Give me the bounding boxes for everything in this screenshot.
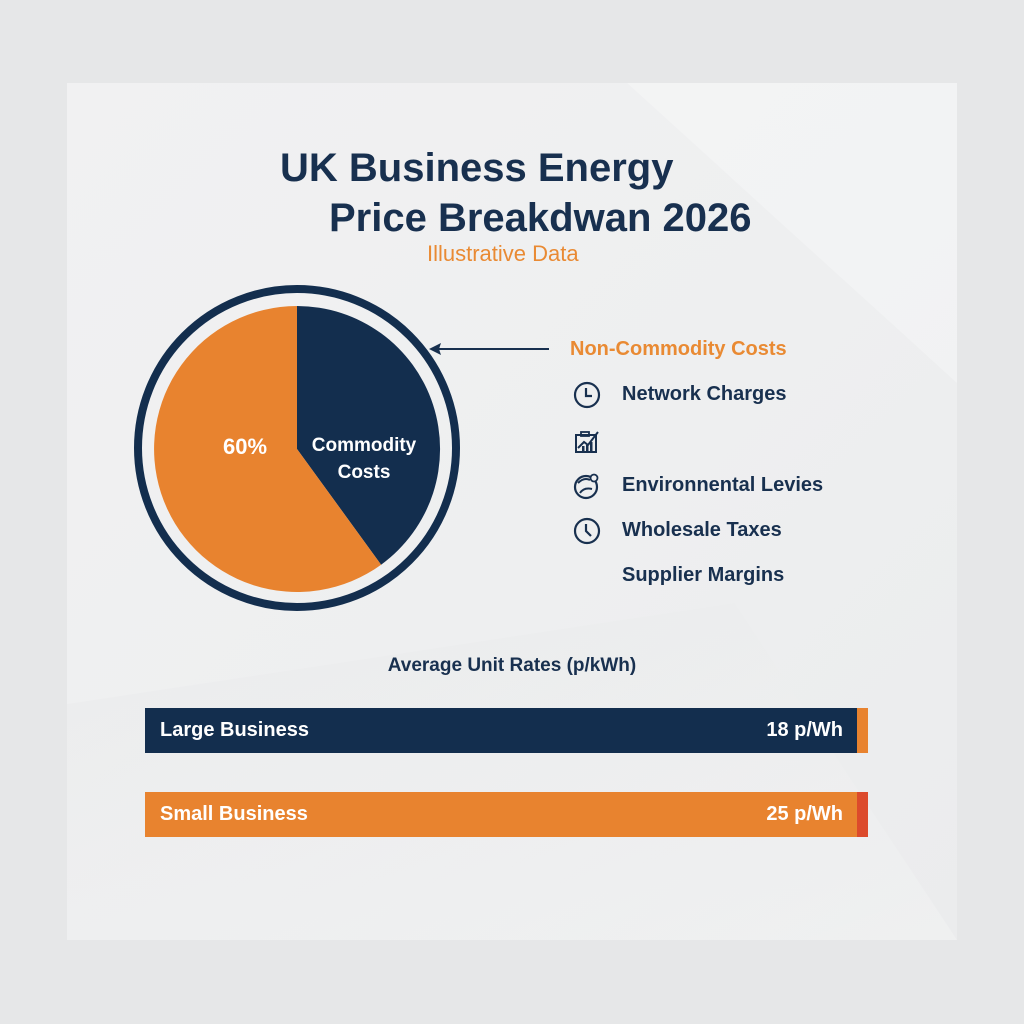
- bar-end-cap: [857, 708, 868, 753]
- pie-commodity-label-line2: Costs: [337, 462, 391, 483]
- legend-item-wholesale-taxes: Wholesale Taxes: [572, 516, 782, 546]
- title-line-2: Price Breakdwan 2026: [329, 196, 752, 240]
- background-facet: [67, 603, 957, 940]
- clock-icon: [573, 381, 601, 409]
- legend-item-network-charges: Network Charges: [572, 380, 787, 410]
- pie-commodity-label: Commodity Costs: [301, 432, 427, 486]
- title-line-1: UK Business Energy: [280, 146, 674, 190]
- legend-label: Supplier Margins: [622, 564, 785, 586]
- bar-small-business: Small Business 25 p/Wh: [145, 792, 868, 837]
- subtitle: Illustrative Data: [427, 241, 579, 266]
- legend-item-chart: [572, 426, 602, 456]
- bar-value: 18 p/Wh: [766, 719, 843, 741]
- bar-value: 25 p/Wh: [766, 803, 843, 825]
- clock-icon: [573, 517, 601, 545]
- legend-label: Environnental Levies: [622, 474, 824, 496]
- pie-chart: 60% Commodity Costs: [133, 284, 461, 612]
- pie-chart-graphic: [134, 285, 460, 611]
- bar-large-business: Large Business 18 p/Wh: [145, 708, 868, 753]
- bar-end-cap: [857, 792, 868, 837]
- legend-item-environmental-levies: Environnental Levies: [572, 471, 823, 501]
- legend-label: Network Charges: [622, 383, 787, 405]
- bar-label: Small Business: [160, 803, 308, 825]
- globe-person-icon: [573, 473, 599, 500]
- pie-outer-ring: [134, 285, 460, 611]
- rates-title: Average Unit Rates (p/kWh): [387, 655, 637, 676]
- legend-label: Wholesale Taxes: [622, 519, 782, 541]
- pie-slice-non-commodity: [154, 306, 382, 592]
- chart-clipboard-icon: [575, 431, 599, 453]
- pie-percentage-label: 60%: [222, 434, 268, 459]
- bar-label: Large Business: [160, 719, 309, 741]
- infographic-card: UK Business Energy Price Breakdwan 2026 …: [67, 83, 957, 940]
- legend-title: Non-Commodity Costs: [570, 338, 787, 360]
- pie-slice-commodity: [297, 306, 441, 565]
- legend-item-supplier-margins: Supplier Margins: [572, 561, 784, 591]
- arrow-left-icon: [429, 343, 549, 355]
- pie-commodity-label-line1: Commodity: [311, 435, 417, 456]
